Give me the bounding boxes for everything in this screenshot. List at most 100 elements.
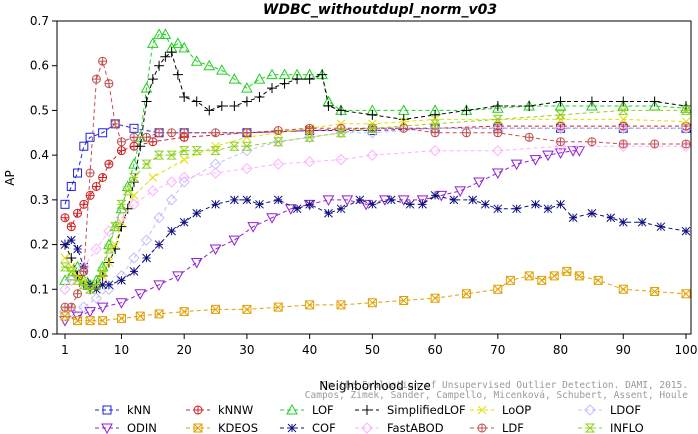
series-line-knn: [64, 123, 686, 205]
legend-marker-knn: [102, 405, 112, 415]
series-line-kdeos: [64, 270, 687, 322]
series-simplifiedlof: [60, 47, 691, 295]
point-cof-32: [480, 199, 490, 209]
point-loop-8: [110, 240, 120, 249]
point-ldf-18: [305, 123, 315, 133]
point-odin-4: [115, 298, 128, 309]
point-ldof-7: [140, 234, 153, 246]
point-kdeos-6: [154, 309, 164, 319]
point-inflo-18: [229, 141, 240, 151]
point-ldf-27: [587, 137, 597, 147]
point-odin-28: [554, 148, 567, 159]
point-inflo-8: [109, 222, 121, 232]
point-kdeos-19: [524, 271, 534, 281]
point-simplifiedlof-19: [179, 92, 190, 103]
point-inflo-1: [66, 266, 77, 276]
point-lof-39: [554, 99, 567, 111]
x-tick-label-1: 1: [61, 343, 69, 357]
point-cof-36: [543, 204, 553, 214]
point-fastabod-17: [492, 144, 504, 157]
x-tick-label-100: 100: [675, 343, 698, 357]
point-kdeos-13: [367, 298, 377, 308]
point-inflo-27: [618, 105, 629, 115]
point-simplifiedlof-21: [204, 105, 215, 116]
x-tick-label-20: 20: [177, 343, 192, 357]
point-ldf-6: [98, 56, 108, 66]
point-fastabod-0: [59, 283, 71, 295]
point-inflo-23: [367, 123, 378, 133]
watermark-line-2: On the Evaluation of Unsupervised Outlie…: [322, 380, 688, 391]
point-inflo-10: [122, 186, 133, 196]
point-ldf-1: [66, 302, 76, 312]
point-cof-33: [493, 204, 503, 214]
point-simplifiedlof-30: [317, 69, 328, 80]
legend-label-fastabod: FastABOD: [387, 421, 444, 434]
point-knnw-6: [98, 172, 108, 183]
y-axis: 0.0 0.1 0.2 0.3 0.4 0.5 0.6 0.7: [30, 14, 57, 341]
point-fastabod-9: [178, 171, 190, 184]
x-tick-label-30: 30: [239, 343, 254, 357]
point-odin-29: [567, 146, 579, 157]
point-simplifiedlof-33: [367, 109, 378, 120]
point-kdeos-7: [179, 307, 189, 317]
point-kdeos-17: [493, 284, 503, 294]
x-tick-label-60: 60: [427, 343, 442, 357]
point-simplifiedlof-17: [166, 47, 177, 58]
point-odin-9: [209, 244, 222, 256]
plot-frame: [56, 20, 692, 335]
point-lof-15: [153, 28, 165, 39]
y-tick-label-0.4: 0.4: [30, 148, 49, 162]
point-ldf-29: [650, 139, 660, 149]
point-inflo-9: [116, 199, 127, 209]
legend-label-simplifiedlof: SimplifiedLOF: [387, 403, 466, 417]
point-knn-4: [85, 132, 95, 142]
point-odin-24: [491, 168, 504, 180]
point-lof-16: [159, 28, 172, 39]
point-ldof-3: [90, 292, 103, 304]
point-cof-8: [117, 275, 126, 285]
point-fastabod-3: [90, 243, 103, 255]
legend-item-simplifiedlof: SimplifiedLOF: [355, 403, 466, 417]
point-simplifiedlof-13: [141, 96, 152, 107]
point-simplifiedlof-20: [191, 96, 202, 107]
legend-marker-odin: [101, 423, 113, 434]
legend-label-knnw: kNNW: [218, 403, 253, 417]
point-fastabod-10: [209, 167, 222, 179]
series-inflo: [59, 105, 692, 294]
point-simplifiedlof-27: [279, 78, 290, 89]
point-odin-20: [416, 195, 429, 206]
y-tick-label-0.3: 0.3: [30, 193, 49, 207]
point-kdeos-25: [618, 284, 628, 294]
point-inflo-13: [153, 150, 165, 160]
point-odin-7: [172, 271, 184, 282]
point-fastabod-7: [147, 185, 159, 197]
y-tick-label-0.2: 0.2: [30, 238, 49, 252]
legend-label-lof: LOF: [312, 403, 334, 417]
point-knnw-7: [104, 159, 114, 169]
point-kdeos-5: [135, 311, 145, 321]
point-simplifiedlof-34: [398, 114, 409, 125]
point-simplifiedlof-28: [292, 74, 303, 85]
point-ldof-2: [78, 301, 90, 313]
point-kdeos-15: [430, 293, 440, 303]
point-cof-2: [73, 244, 82, 254]
point-simplifiedlof-41: [618, 96, 629, 107]
point-ldf-13: [167, 128, 177, 138]
point-kdeos-14: [399, 295, 409, 305]
chart-title: WDBC_withoutdupl_norm_v03: [263, 2, 497, 18]
point-lof-27: [278, 68, 291, 80]
point-kdeos-12: [336, 300, 346, 310]
point-fastabod-19: [617, 140, 629, 152]
point-loop-0: [60, 253, 70, 263]
point-cof-13: [179, 217, 189, 227]
point-ldf-10: [129, 132, 139, 142]
point-simplifiedlof-38: [524, 100, 535, 111]
point-knnw-8: [116, 146, 126, 156]
point-simplifiedlof-18: [172, 69, 183, 80]
point-ldof-14: [303, 131, 316, 143]
point-odin-15: [322, 195, 335, 206]
point-inflo-24: [429, 119, 441, 129]
point-simplifiedlof-24: [241, 96, 252, 107]
point-fastabod-12: [272, 158, 284, 170]
point-knnw-3: [79, 199, 89, 209]
